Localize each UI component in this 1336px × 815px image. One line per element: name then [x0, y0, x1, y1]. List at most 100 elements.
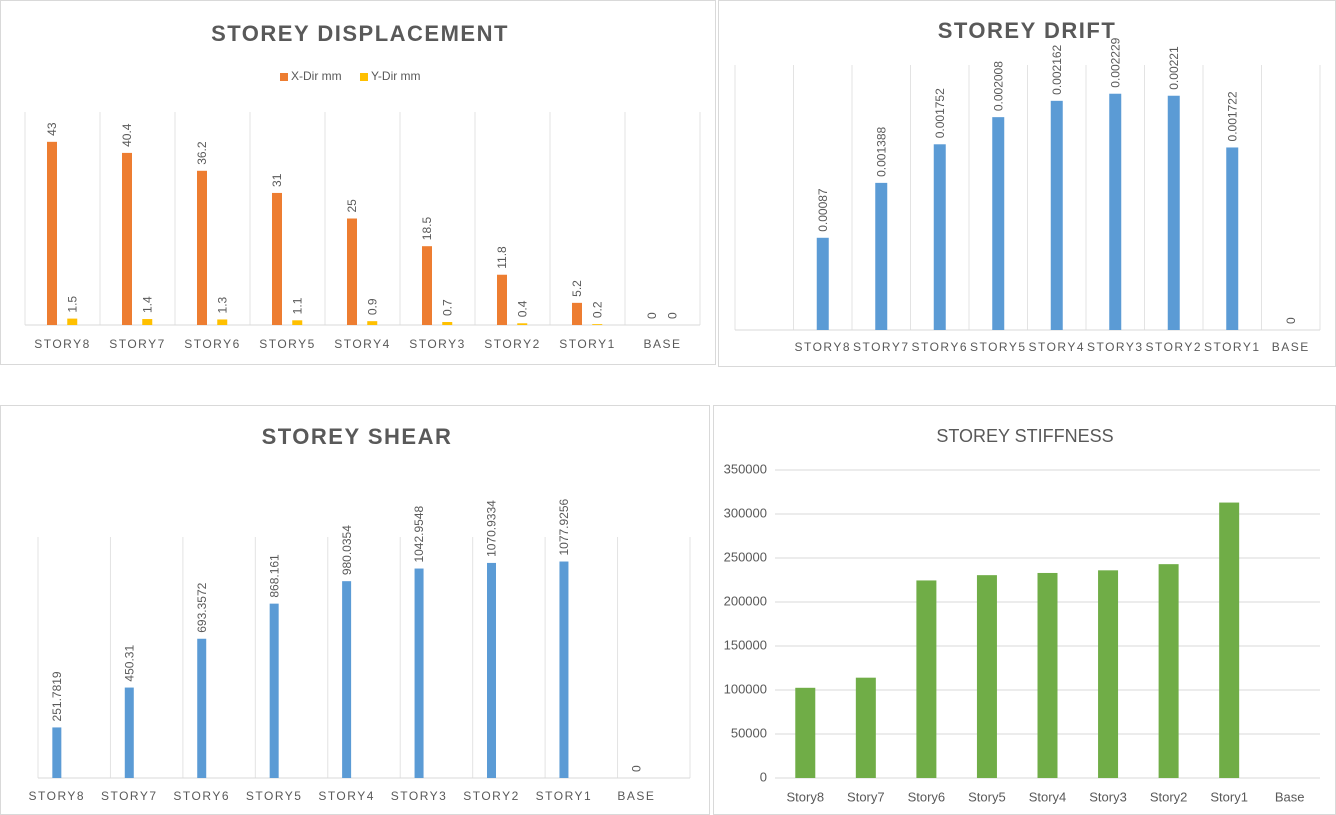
x-tick-label: Story3: [1089, 789, 1127, 804]
bar: [367, 321, 378, 325]
legend-label: X-Dir mm: [291, 69, 342, 83]
x-tick-label: BASE: [643, 337, 681, 351]
x-tick-label: STORY4: [1028, 340, 1085, 354]
x-tick-label: BASE: [1272, 340, 1310, 354]
x-tick-label: STORY5: [970, 340, 1027, 354]
x-tick-label: STORY7: [101, 789, 158, 803]
bar: [816, 237, 829, 330]
x-tick-label: STORY1: [1204, 340, 1261, 354]
bar: [342, 581, 352, 778]
bar: [916, 580, 937, 778]
x-tick-label: STORY8: [29, 789, 86, 803]
bar: [269, 603, 279, 778]
data-label: 31: [270, 173, 284, 187]
data-label: 25: [345, 199, 359, 213]
x-tick-label: STORY7: [853, 340, 910, 354]
x-tick-label: Story5: [968, 789, 1006, 804]
data-label: 0.001722: [1225, 91, 1239, 141]
chart-title: STOREY DISPLACEMENT: [211, 21, 509, 46]
data-label: 1.3: [215, 296, 229, 313]
y-tick-label: 100000: [724, 681, 767, 696]
x-tick-label: STORY6: [173, 789, 230, 803]
x-tick-label: STORY1: [536, 789, 593, 803]
x-tick-label: STORY2: [1145, 340, 1202, 354]
bar: [1226, 147, 1239, 330]
data-label: 0.002229: [1108, 37, 1122, 87]
data-label: 1.4: [140, 296, 154, 313]
x-tick-label: STORY3: [391, 789, 448, 803]
legend-swatch: [360, 73, 368, 81]
legend-swatch: [280, 73, 288, 81]
legend-label: Y-Dir mm: [371, 69, 421, 83]
chart-title: STOREY SHEAR: [262, 424, 453, 449]
data-label: 251.7819: [50, 671, 64, 721]
bar: [795, 687, 816, 778]
data-label: 0: [630, 765, 644, 772]
bar: [517, 323, 528, 325]
data-label: 5.2: [570, 280, 584, 297]
data-label: 11.8: [495, 246, 509, 269]
bar: [442, 322, 453, 325]
bar: [875, 182, 888, 330]
bar: [347, 218, 357, 325]
bar: [1037, 572, 1058, 778]
bar: [414, 568, 424, 778]
bar: [855, 677, 876, 778]
x-tick-label: BASE: [617, 789, 655, 803]
y-tick-label: 300000: [724, 505, 767, 520]
data-label: 40.4: [120, 123, 134, 147]
data-label: 0: [645, 312, 659, 319]
x-tick-label: STORY6: [184, 337, 241, 351]
data-label: 18.5: [420, 217, 434, 241]
bar: [422, 246, 432, 325]
x-tick-label: STORY4: [334, 337, 391, 351]
x-tick-label: STORY3: [1087, 340, 1144, 354]
bar: [197, 638, 207, 778]
x-tick-label: Story2: [1150, 789, 1188, 804]
data-label: 0.002008: [991, 61, 1005, 111]
data-label: 1042.9548: [412, 505, 426, 562]
data-label: 868.161: [267, 554, 281, 598]
x-tick-label: STORY2: [484, 337, 541, 351]
y-tick-label: 50000: [731, 725, 767, 740]
bar: [1109, 93, 1122, 330]
x-tick-label: Story7: [847, 789, 885, 804]
data-label: 0.002162: [1050, 44, 1064, 94]
x-tick-label: Story6: [908, 789, 946, 804]
bar: [217, 319, 228, 325]
x-tick-label: STORY4: [318, 789, 375, 803]
data-label: 36.2: [195, 141, 209, 165]
data-label: 0.9: [365, 298, 379, 315]
x-tick-label: STORY1: [559, 337, 616, 351]
bar: [47, 141, 57, 325]
data-label: 0: [665, 312, 679, 319]
x-tick-label: STORY5: [259, 337, 316, 351]
x-tick-label: Story1: [1210, 789, 1248, 804]
data-label: 1070.9334: [485, 500, 499, 557]
data-label: 1077.9256: [557, 498, 571, 555]
bar: [559, 561, 569, 778]
bar: [197, 170, 207, 325]
data-label: 0.00087: [816, 188, 830, 232]
x-tick-label: Story8: [786, 789, 824, 804]
x-tick-label: STORY7: [109, 337, 166, 351]
y-tick-label: 350000: [724, 461, 767, 476]
data-label: 0.001388: [874, 126, 888, 176]
chart-title: STOREY DRIFT: [938, 18, 1117, 43]
bar: [497, 274, 507, 325]
panel: [0, 405, 710, 815]
bar: [1050, 100, 1063, 330]
x-tick-label: STORY6: [911, 340, 968, 354]
y-tick-label: 0: [760, 769, 767, 784]
y-tick-label: 200000: [724, 593, 767, 608]
bar: [1167, 95, 1180, 331]
x-tick-label: STORY5: [246, 789, 303, 803]
data-label: 1.1: [290, 297, 304, 314]
x-tick-label: Story4: [1029, 789, 1067, 804]
x-tick-label: STORY3: [409, 337, 466, 351]
bar: [272, 192, 282, 325]
x-tick-label: Base: [1275, 789, 1305, 804]
bar: [1158, 564, 1179, 778]
bar: [1098, 570, 1119, 778]
